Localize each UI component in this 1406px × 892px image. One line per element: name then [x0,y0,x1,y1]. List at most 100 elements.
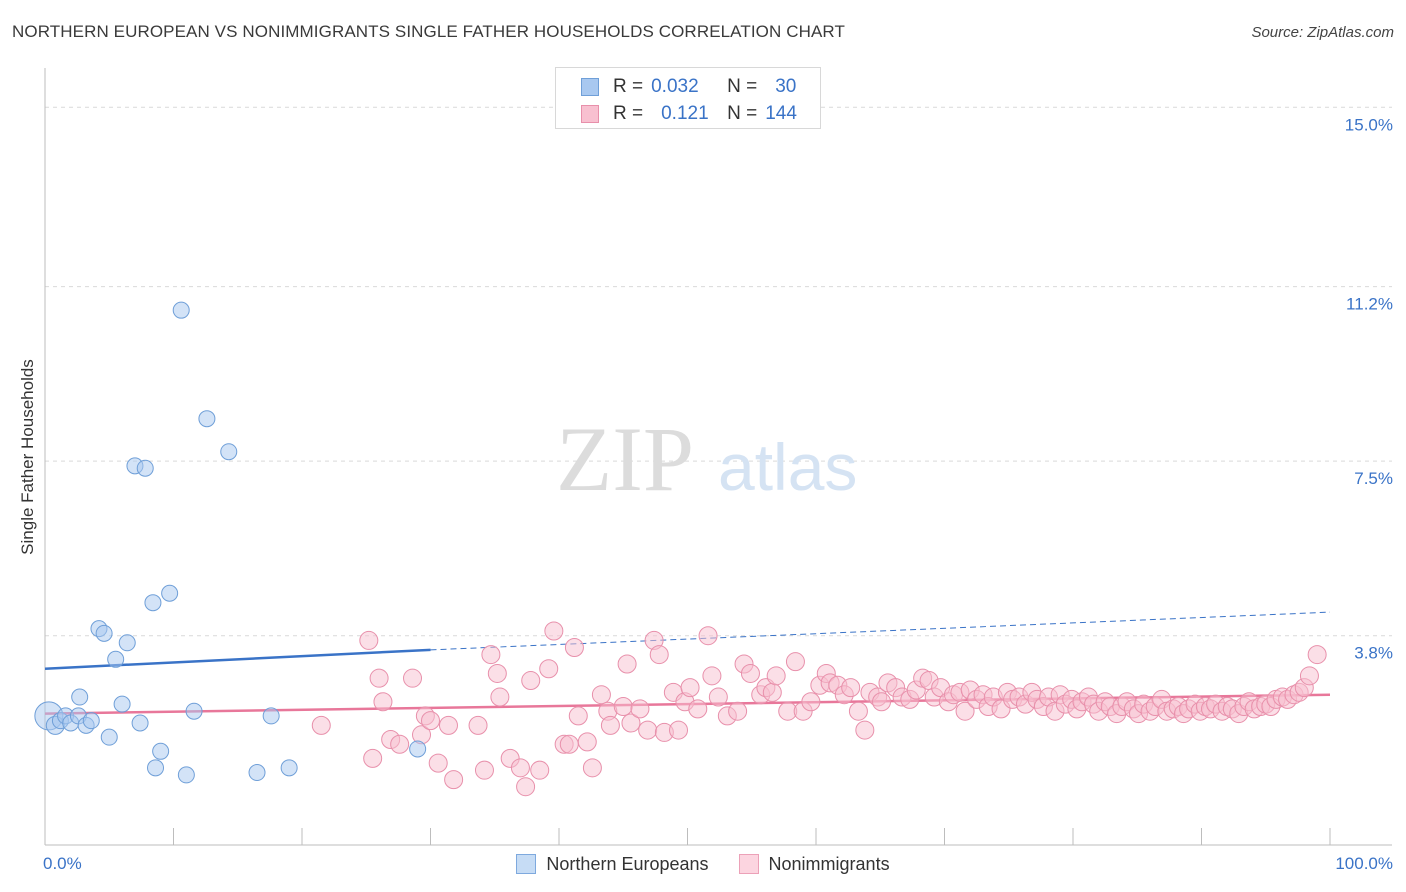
point-nonimmigrants [559,734,579,754]
point-nonimmigrants [373,692,393,712]
legend-swatch-pink [581,105,599,123]
point-northern-europeans [198,410,216,428]
point-northern-europeans [100,728,118,746]
point-nonimmigrants [539,659,559,679]
point-nonimmigrants [617,654,637,674]
watermark-atlas: atlas [718,430,857,504]
point-northern-europeans [95,624,113,642]
point-northern-europeans [71,688,89,706]
y-tick-label: 7.5% [1354,469,1393,488]
point-nonimmigrants [438,715,458,735]
y-axis-label: Single Father Households [18,359,37,555]
trend-extension-northern-europeans [430,611,1331,651]
point-nonimmigrants [582,758,602,778]
r-label: R = [613,76,644,97]
x-tick-label: 100.0% [1335,854,1393,873]
legend-swatch-blue [516,854,537,874]
point-northern-europeans [113,695,131,713]
point-nonimmigrants [428,753,448,773]
n-label: N = [727,103,758,124]
point-nonimmigrants [600,715,620,735]
point-nonimmigrants [577,732,597,752]
point-nonimmigrants [487,663,507,683]
point-northern-europeans [409,740,427,758]
legend-item-northern-europeans[interactable]: Northern Europeans [516,853,709,875]
r-label: R = [613,103,644,124]
point-nonimmigrants [530,760,550,780]
point-northern-europeans [131,714,149,732]
point-northern-europeans [152,742,170,760]
legend-swatch-pink [738,854,759,874]
point-nonimmigrants [481,645,501,665]
stats-legend: R = 0.032 N = 30 R = 0.121 N = 144 [555,67,821,129]
point-nonimmigrants [544,621,564,641]
point-nonimmigrants [613,696,633,716]
legend-swatch-blue [581,78,599,96]
point-nonimmigrants [766,666,786,686]
point-nonimmigrants [848,701,868,721]
point-nonimmigrants [698,626,718,646]
source-label: Source: ZipAtlas.com [1251,24,1394,41]
point-nonimmigrants [855,720,875,740]
r-value: 0.121 [661,103,709,124]
n-value: 30 [775,76,797,97]
point-nonimmigrants [740,663,760,683]
point-nonimmigrants [490,687,510,707]
watermark-zip: ZIP [556,408,694,510]
series-legend: Northern Europeans Nonimmigrants [0,852,1406,876]
r-value: 0.032 [651,76,699,97]
x-tick-label: 0.0% [43,854,82,873]
point-northern-europeans [107,650,125,668]
point-nonimmigrants [421,711,440,731]
point-nonimmigrants [403,668,423,688]
point-nonimmigrants [1307,645,1327,665]
point-northern-europeans [262,707,280,725]
point-nonimmigrants [390,734,410,754]
point-nonimmigrants [444,770,464,790]
watermark: ZIP atlas [556,408,857,510]
n-value: 144 [765,103,797,124]
legend-label: Nonimmigrants [768,853,890,874]
point-nonimmigrants [516,777,536,797]
y-tick-label: 3.8% [1354,644,1393,663]
point-nonimmigrants [369,668,389,688]
point-nonimmigrants [955,701,975,721]
legend-item-nonimmigrants[interactable]: Nonimmigrants [738,853,890,875]
point-nonimmigrants [564,638,584,658]
point-nonimmigrants [708,687,728,707]
point-northern-europeans [136,459,154,477]
stats-row-northern-europeans: R = 0.032 N = 30 [581,76,796,98]
point-nonimmigrants [1299,666,1319,686]
trend-line-northern-europeans [44,648,431,670]
y-tick-label: 15.0% [1345,115,1393,134]
point-nonimmigrants [638,720,658,740]
stats-row-nonimmigrants: R = 0.121 N = 144 [581,103,797,125]
point-nonimmigrants [630,699,650,719]
tick-labels: 3.8% 7.5% 11.2% 15.0% 0.0% 100.0% [43,115,1393,873]
point-nonimmigrants [474,760,494,780]
point-nonimmigrants [363,748,383,768]
chart-title: NORTHERN EUROPEAN VS NONIMMIGRANTS SINGL… [12,22,845,41]
point-nonimmigrants [510,758,530,778]
point-northern-europeans [147,759,165,777]
point-northern-europeans [280,759,298,777]
point-nonimmigrants [702,666,722,686]
point-nonimmigrants [762,682,782,702]
point-northern-europeans [161,584,179,602]
point-northern-europeans [177,766,195,784]
point-nonimmigrants [688,699,708,719]
point-northern-europeans [82,712,100,730]
point-nonimmigrants [649,645,669,665]
point-nonimmigrants [669,720,689,740]
point-nonimmigrants [468,715,488,735]
n-label: N = [727,76,758,97]
point-nonimmigrants [591,685,611,705]
data-points [34,301,1327,797]
point-nonimmigrants [311,715,331,735]
point-nonimmigrants [568,706,588,726]
point-nonimmigrants [872,692,892,712]
legend-label: Northern Europeans [546,853,709,874]
point-northern-europeans [185,702,203,720]
point-northern-europeans [220,443,238,461]
